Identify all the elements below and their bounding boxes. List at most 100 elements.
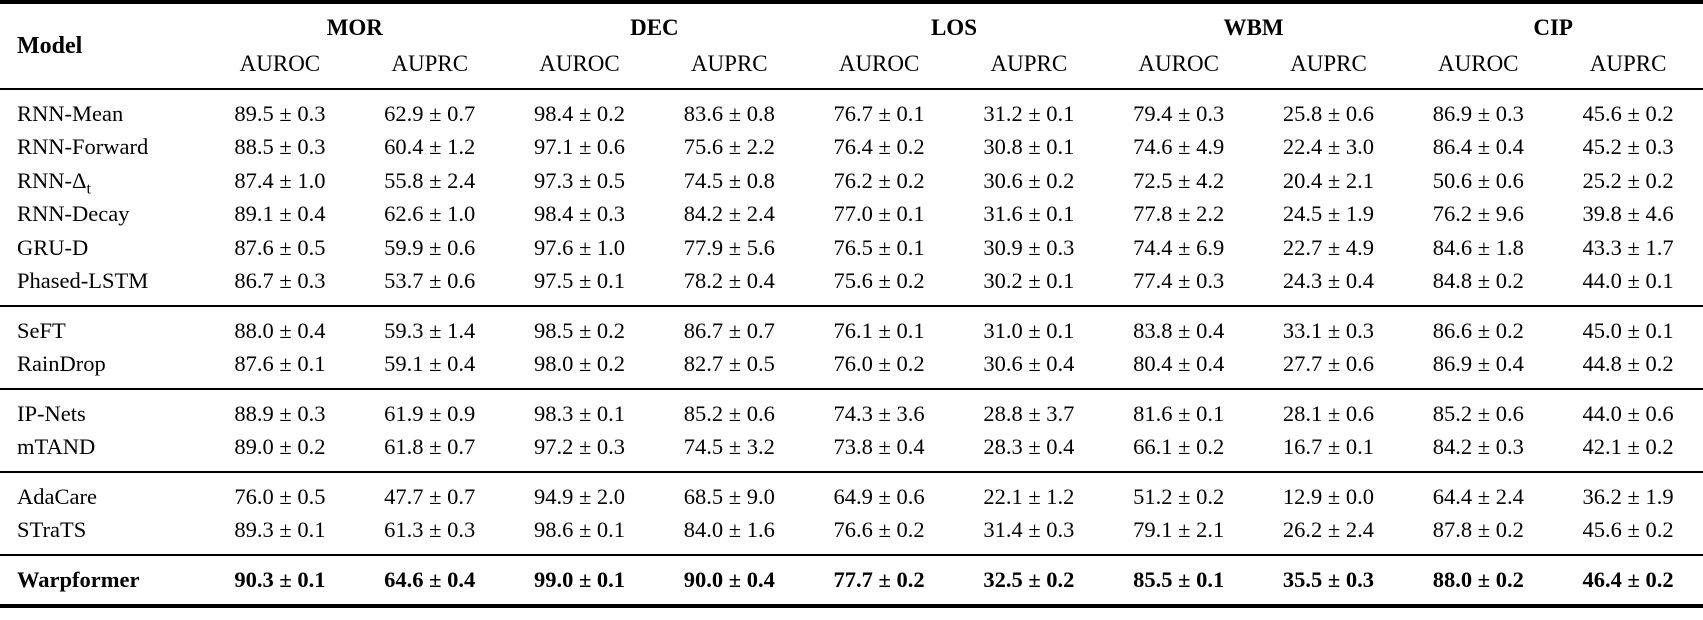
sub-header-dec-auprc: AUPRC xyxy=(690,51,768,76)
metric-value: 44.8 ± 0.2 xyxy=(1582,351,1674,377)
sub-header-mor-auprc: AUPRC xyxy=(391,51,469,76)
table-row: RNN-Δt 87.4 ± 1.0 55.8 ± 2.4 97.3 ± 0.5 74.5… xyxy=(0,164,1703,198)
metric-value: 98.5 ± 0.2 xyxy=(533,317,626,343)
metric-value: 77.4 ± 0.3 xyxy=(1133,268,1225,294)
metric-value: 98.4 ± 0.2 xyxy=(533,100,626,126)
metric-value: 74.5 ± 0.8 xyxy=(683,167,775,193)
metric-value: 28.3 ± 0.4 xyxy=(983,434,1075,460)
metric-value: 32.5 ± 0.2 xyxy=(983,566,1075,592)
metric-value: 30.6 ± 0.4 xyxy=(983,351,1075,377)
metric-value: 61.9 ± 0.9 xyxy=(384,400,476,426)
metric-value: 76.2 ± 9.6 xyxy=(1432,201,1524,227)
metric-value: 74.3 ± 3.6 xyxy=(833,400,925,426)
metric-value: 87.6 ± 0.1 xyxy=(234,351,326,377)
metric-value: 76.2 ± 0.2 xyxy=(833,167,925,193)
metric-value: 72.5 ± 4.2 xyxy=(1133,167,1225,193)
group-header-wbm: WBM xyxy=(1223,15,1284,40)
model-name: RNN-Δt xyxy=(17,167,91,198)
group-header-row: Model MOR DEC LOS WBM CIP xyxy=(0,2,1703,59)
metric-value: 61.8 ± 0.7 xyxy=(384,434,476,460)
sub-header-los-auprc: AUPRC xyxy=(990,51,1068,76)
metric-value: 87.8 ± 0.2 xyxy=(1432,517,1524,543)
metric-value: 44.0 ± 0.1 xyxy=(1582,268,1674,294)
metric-value: 30.2 ± 0.1 xyxy=(983,268,1075,294)
metric-value: 59.1 ± 0.4 xyxy=(384,351,476,377)
group-header-mor: MOR xyxy=(326,15,383,40)
table-row: AdaCare 76.0 ± 0.5 47.7 ± 0.7 94.9 ± 2.0 68.… xyxy=(0,472,1703,514)
metric-value: 74.4 ± 6.9 xyxy=(1133,234,1225,260)
metric-value: 24.3 ± 0.4 xyxy=(1282,268,1375,294)
table-header: Model MOR DEC LOS WBM CIP AUROC AUPRC AUROC AUP… xyxy=(0,2,1703,89)
metric-value: 51.2 ± 0.2 xyxy=(1133,483,1225,509)
model-name: RNN-Forward xyxy=(17,134,149,160)
metric-value: 25.2 ± 0.2 xyxy=(1582,167,1674,193)
metric-value: 81.6 ± 0.1 xyxy=(1133,400,1225,426)
metric-value: 30.9 ± 0.3 xyxy=(983,234,1075,260)
metric-value: 22.7 ± 4.9 xyxy=(1282,234,1375,260)
model-column-header: Model xyxy=(17,32,83,59)
table-row: SeFT 88.0 ± 0.4 59.3 ± 1.4 98.5 ± 0.2 86.7 ±… xyxy=(0,306,1703,348)
table-row: mTAND 89.0 ± 0.2 61.8 ± 0.7 97.2 ± 0.3 74.5 … xyxy=(0,431,1703,473)
metric-value: 20.4 ± 2.1 xyxy=(1282,167,1375,193)
metric-value: 98.3 ± 0.1 xyxy=(533,400,626,426)
metric-value: 86.7 ± 0.7 xyxy=(683,317,775,343)
metric-value: 62.9 ± 0.7 xyxy=(384,100,476,126)
sub-header-mor-auroc: AUROC xyxy=(239,51,321,76)
metric-value: 45.6 ± 0.2 xyxy=(1582,100,1674,126)
row-group-2: SeFT 88.0 ± 0.4 59.3 ± 1.4 98.5 ± 0.2 86.7 ±… xyxy=(0,306,1703,389)
metric-value: 77.0 ± 0.1 xyxy=(833,201,925,227)
metric-value: 89.5 ± 0.3 xyxy=(234,100,326,126)
metric-value: 98.6 ± 0.1 xyxy=(533,517,626,543)
metric-value: 59.3 ± 1.4 xyxy=(384,317,476,343)
metric-value: 31.6 ± 0.1 xyxy=(983,201,1075,227)
sub-header-row: AUROC AUPRC AUROC AUPRC AUROC AUPRC AUROC AUPRC… xyxy=(0,46,1703,89)
metric-value: 83.6 ± 0.8 xyxy=(683,100,775,126)
group-header-cip: CIP xyxy=(1533,15,1573,40)
sub-header-cip-auprc: AUPRC xyxy=(1589,51,1667,76)
row-group-1: RNN-Mean 89.5 ± 0.3 62.9 ± 0.7 98.4 ± 0.2 83… xyxy=(0,89,1703,306)
metric-value: 76.0 ± 0.5 xyxy=(234,483,326,509)
metric-value: 66.1 ± 0.2 xyxy=(1133,434,1225,460)
metric-value: 89.3 ± 0.1 xyxy=(234,517,326,543)
metric-value: 88.0 ± 0.2 xyxy=(1432,566,1524,592)
metric-value: 85.5 ± 0.1 xyxy=(1133,566,1225,592)
metric-value: 76.7 ± 0.1 xyxy=(833,100,925,126)
metric-value: 64.9 ± 0.6 xyxy=(833,483,925,509)
model-name: RNN-Decay xyxy=(17,201,130,227)
metric-value: 84.2 ± 0.3 xyxy=(1432,434,1524,460)
metric-value: 76.5 ± 0.1 xyxy=(833,234,925,260)
table-row: RNN-Mean 89.5 ± 0.3 62.9 ± 0.7 98.4 ± 0.2 83… xyxy=(0,89,1703,131)
metric-value: 98.4 ± 0.3 xyxy=(533,201,626,227)
metric-value: 82.7 ± 0.5 xyxy=(683,351,775,377)
model-name: GRU-D xyxy=(17,234,89,260)
metric-value: 73.8 ± 0.4 xyxy=(833,434,925,460)
model-name: RainDrop xyxy=(17,351,106,377)
metric-value: 97.2 ± 0.3 xyxy=(533,434,626,460)
sub-header-wbm-auprc: AUPRC xyxy=(1290,51,1367,76)
metric-value: 86.6 ± 0.2 xyxy=(1432,317,1524,343)
metric-value: 87.4 ± 1.0 xyxy=(234,167,326,193)
table-row: Warpformer 90.3 ± 0.1 64.6 ± 0.4 99.0 ± 0.1… xyxy=(0,555,1703,606)
metric-value: 26.2 ± 2.4 xyxy=(1282,517,1375,543)
metric-value: 77.9 ± 5.6 xyxy=(683,234,775,260)
metric-value: 84.0 ± 1.6 xyxy=(683,517,775,543)
table-row: IP-Nets 88.9 ± 0.3 61.9 ± 0.9 98.3 ± 0.1 85.… xyxy=(0,389,1703,431)
metric-value: 90.3 ± 0.1 xyxy=(234,566,326,592)
group-header-dec: DEC xyxy=(630,15,679,40)
metric-value: 94.9 ± 2.0 xyxy=(533,483,626,509)
metric-value: 77.7 ± 0.2 xyxy=(833,566,925,592)
metric-value: 89.0 ± 0.2 xyxy=(234,434,326,460)
metric-value: 78.2 ± 0.4 xyxy=(683,268,775,294)
metric-value: 36.2 ± 1.9 xyxy=(1582,483,1674,509)
metric-value: 86.9 ± 0.3 xyxy=(1432,100,1524,126)
metric-value: 80.4 ± 0.4 xyxy=(1133,351,1225,377)
model-name: mTAND xyxy=(17,434,96,460)
table-row: STraTS 89.3 ± 0.1 61.3 ± 0.3 98.6 ± 0.1 84.0… xyxy=(0,514,1703,556)
table-row: RainDrop 87.6 ± 0.1 59.1 ± 0.4 98.0 ± 0.2 82… xyxy=(0,348,1703,390)
metric-value: 89.1 ± 0.4 xyxy=(234,201,326,227)
metric-value: 45.0 ± 0.1 xyxy=(1582,317,1674,343)
row-group-3: IP-Nets 88.9 ± 0.3 61.9 ± 0.9 98.3 ± 0.1 85.… xyxy=(0,389,1703,472)
metric-value: 59.9 ± 0.6 xyxy=(384,234,476,260)
metric-value: 85.2 ± 0.6 xyxy=(1432,400,1524,426)
